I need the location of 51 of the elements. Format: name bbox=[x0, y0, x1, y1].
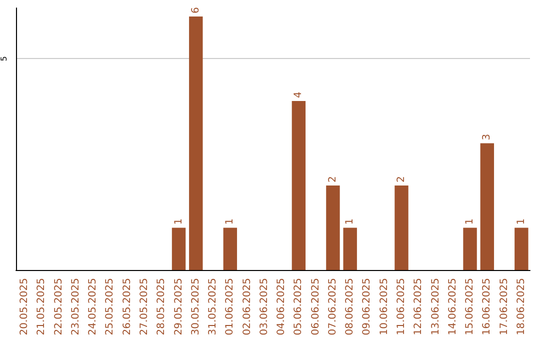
bar bbox=[514, 228, 528, 270]
x-tick-label: 13.06.2025 bbox=[430, 278, 442, 336]
x-tick-label: 21.05.2025 bbox=[36, 278, 48, 336]
x-tick-label: 31.05.2025 bbox=[208, 278, 219, 336]
bar bbox=[480, 143, 494, 270]
x-tick-label: 12.06.2025 bbox=[413, 278, 424, 336]
x-tick-label: 28.05.2025 bbox=[156, 278, 168, 336]
data-label: 2 bbox=[327, 176, 338, 182]
x-tick-label: 23.05.2025 bbox=[70, 278, 82, 336]
y-tick-label: 5 bbox=[0, 56, 8, 62]
data-label: 4 bbox=[293, 92, 304, 98]
x-tick-label: 09.06.2025 bbox=[362, 278, 373, 336]
x-tick-label: 20.05.2025 bbox=[19, 278, 30, 336]
x-tick-label: 14.06.2025 bbox=[447, 278, 458, 336]
x-tick-label: 22.05.2025 bbox=[53, 278, 64, 336]
x-tick-label: 24.05.2025 bbox=[88, 278, 99, 336]
x-tick-label: 06.06.2025 bbox=[310, 278, 322, 336]
x-tick-label: 07.06.2025 bbox=[327, 278, 338, 336]
data-label: 1 bbox=[173, 218, 184, 225]
x-tick-label: 30.05.2025 bbox=[190, 278, 202, 336]
x-tick-label: 26.05.2025 bbox=[122, 278, 133, 336]
data-label: 1 bbox=[516, 218, 527, 225]
bar bbox=[326, 185, 340, 270]
bar bbox=[394, 185, 408, 270]
bar bbox=[189, 16, 203, 270]
x-tick-label: 05.06.2025 bbox=[293, 278, 304, 336]
x-tick-label: 01.06.2025 bbox=[224, 278, 236, 336]
x-tick-label: 29.05.2025 bbox=[173, 278, 184, 336]
data-label: 6 bbox=[190, 7, 202, 14]
x-tick-label: 25.05.2025 bbox=[104, 278, 116, 336]
data-label: 1 bbox=[464, 218, 476, 225]
x-tick-label: 16.06.2025 bbox=[482, 278, 493, 336]
bar bbox=[223, 228, 238, 270]
bar bbox=[463, 228, 477, 270]
bar bbox=[343, 228, 357, 270]
x-tick-label: 11.06.2025 bbox=[396, 278, 407, 336]
bar bbox=[172, 228, 186, 270]
data-label: 1 bbox=[344, 218, 356, 225]
bar bbox=[292, 100, 306, 270]
data-label: 2 bbox=[396, 176, 407, 182]
x-tick-label: 27.05.2025 bbox=[139, 278, 150, 336]
x-tick-label: 15.06.2025 bbox=[464, 278, 476, 336]
x-tick-label: 02.06.2025 bbox=[242, 278, 253, 336]
x-tick-label: 18.06.2025 bbox=[516, 278, 527, 336]
data-label: 1 bbox=[224, 218, 236, 225]
x-tick-label: 03.06.2025 bbox=[258, 278, 270, 336]
x-tick-label: 04.06.2025 bbox=[276, 278, 288, 336]
x-tick-label: 17.06.2025 bbox=[498, 278, 510, 336]
x-tick-label: 08.06.2025 bbox=[344, 278, 356, 336]
x-tick-label: 10.06.2025 bbox=[378, 278, 390, 336]
data-label: 3 bbox=[482, 134, 493, 140]
